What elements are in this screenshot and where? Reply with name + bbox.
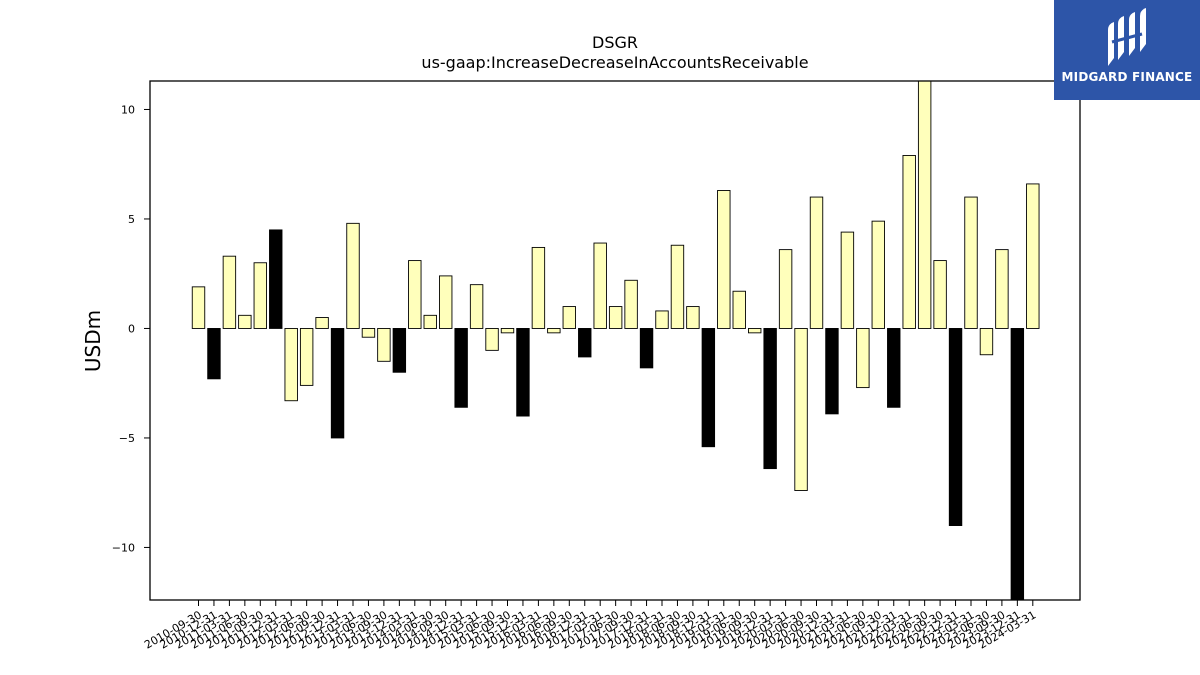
bar-2012-12-31 [330,328,345,439]
bar-2014-12-31 [454,328,468,408]
bar-2013-06-30 [361,328,376,338]
bar-2018-12-31 [701,328,716,448]
bar-2021-09-30 [871,220,885,329]
bar-2011-03-31 [222,255,237,329]
bar-2023-09-30 [995,249,1009,329]
bar-2012-03-31 [284,328,298,402]
y-tick-label: −5 [119,432,135,445]
bar-2021-03-31 [840,231,855,329]
bar-2018-09-30 [686,306,700,329]
y-tick-label: 5 [128,213,135,226]
bar-2017-03-31 [593,242,607,329]
y-tick-label: 10 [121,103,135,116]
bar-2012-06-30 [299,328,314,386]
bar-2011-12-31 [269,229,283,329]
bar-2014-03-31 [408,260,422,329]
bar-2024-03-31 [1026,183,1040,329]
bar-2014-09-30 [439,275,453,329]
bar-2010-09-30 [191,286,206,329]
company-logo: MIDGARD FINANCE [1054,0,1200,100]
x-ticks-group: 2010-09-302010-12-312011-03-312011-06-30… [142,600,1038,652]
bar-2018-03-31 [655,310,669,329]
bar-2023-06-30 [979,328,994,356]
bar-2017-09-30 [624,279,638,329]
bar-2016-06-30 [547,328,561,334]
bar-2012-09-30 [315,317,329,329]
bar-2013-09-30 [377,328,391,362]
bar-2020-06-30 [794,328,808,491]
bar-2021-06-30 [856,328,870,389]
bar-2022-03-31 [902,155,916,329]
bar-2016-12-31 [578,328,592,358]
chart-title: DSGR [592,33,638,52]
chart-subtitle: us-gaap:IncreaseDecreaseInAccountsReceiv… [421,53,808,72]
y-tick-label: −10 [112,541,135,554]
bar-2022-09-30 [933,260,947,329]
bar-2022-12-31 [948,328,963,526]
bar-2023-12-31 [1010,328,1025,601]
bar-2014-06-30 [423,314,437,329]
bar-2017-06-30 [608,306,623,329]
bar-2020-09-30 [809,196,824,329]
bar-2020-03-31 [778,249,793,329]
bar-2019-03-31 [717,190,731,329]
midgard-logo-icon [1108,8,1146,66]
bar-2010-12-31 [207,328,221,380]
bar-2017-12-31 [639,328,654,369]
bar-2011-06-30 [238,314,252,329]
bar-2015-06-30 [485,328,499,351]
logo-text: MIDGARD FINANCE [1061,70,1193,84]
bar-2023-03-31 [964,196,978,329]
y-tick-label: 0 [128,322,135,335]
bar-2022-06-30 [917,80,932,329]
bar-2013-12-31 [392,328,407,373]
bar-2016-03-31 [531,246,546,329]
bar-2011-09-30 [253,262,268,329]
bar-2013-03-31 [346,222,360,329]
bar-2021-12-31 [887,328,901,408]
bars-group [191,80,1040,601]
y-ticks-group: −10 −5 0 5 10 [112,103,150,554]
bar-2019-09-30 [748,328,762,334]
bar-2020-12-31 [825,328,839,415]
bar-2019-12-31 [763,328,777,470]
bar-2016-09-30 [562,306,576,329]
bar-2019-06-30 [732,290,746,329]
plot-frame [149,80,1081,601]
bar-2015-03-31 [469,284,484,329]
bar-2015-12-31 [516,328,530,417]
y-axis-label: USDm [81,310,105,372]
bar-2018-06-30 [670,244,685,329]
bar-2015-09-30 [500,328,515,334]
